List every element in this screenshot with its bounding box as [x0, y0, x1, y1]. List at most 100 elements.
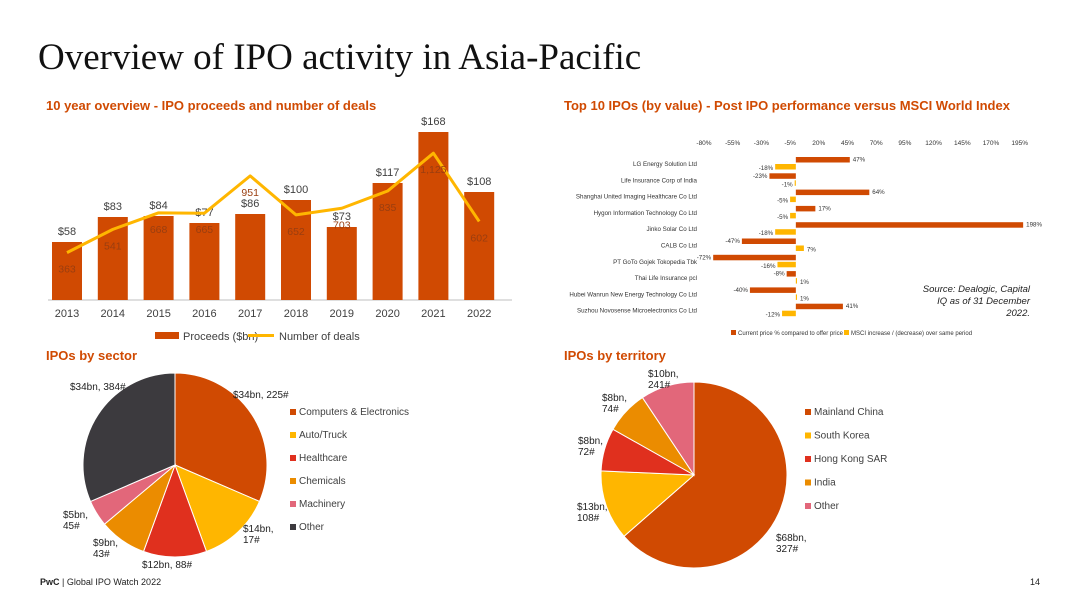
sector-legend-label-3: Chemicals	[299, 476, 346, 487]
legend-proceeds-label: Proceeds ($bn)	[183, 331, 258, 343]
deals-label-2020: 835	[379, 202, 397, 214]
footer: PwC | Global IPO Watch 2022	[40, 577, 162, 587]
sector-legend-label-2: Healthcare	[299, 453, 348, 464]
x-tick-10: 170%	[983, 140, 1000, 147]
current-price-label-8: -40%	[733, 287, 748, 294]
proceeds-label-2017: $86	[241, 198, 259, 210]
x-tick-9: 145%	[954, 140, 971, 147]
sector-slice-5	[82, 372, 176, 503]
x-tick-8: 120%	[925, 140, 942, 147]
page-number: 14	[1030, 577, 1041, 587]
deals-label-2019: 703	[333, 219, 351, 231]
x-tick-0: -80%	[696, 140, 711, 147]
territory-legend-swatch-0	[805, 409, 811, 415]
territory-legend-label-1: South Korea	[814, 431, 870, 442]
proceeds-bar-2020	[372, 183, 403, 300]
territory-label-2-line-0: $8bn,	[578, 436, 603, 447]
proceeds-bar-2016	[189, 223, 220, 300]
sector-label-1-line-0: $14bn,	[243, 524, 274, 535]
sector-legend-swatch-4	[290, 501, 296, 507]
sector-legend-swatch-3	[290, 478, 296, 484]
territory-label-4-line-0: $10bn,	[648, 369, 679, 380]
year-label-2018: 2018	[284, 308, 308, 320]
territory-label-3-line-0: $8bn,	[602, 393, 627, 404]
territory-label-1-line-1: 108#	[577, 513, 600, 524]
sector-label-5: $34bn, 384#	[70, 382, 126, 393]
msci-bar-5	[795, 245, 804, 251]
current-price-bar-4	[795, 222, 1024, 228]
msci-label-2: -5%	[777, 198, 789, 205]
msci-bar-6	[777, 261, 796, 268]
proceeds-label-2015: $84	[149, 200, 167, 212]
company-label-8: Hubei Wanrun New Energy Technology Co Lt…	[569, 291, 697, 298]
territory-chart-title: IPOs by territory	[564, 348, 666, 363]
year-label-2015: 2015	[146, 308, 170, 320]
territory-label-4-line-1: 241#	[648, 380, 671, 391]
deals-label-2022: 602	[470, 232, 488, 244]
current-price-bar-5	[741, 238, 796, 244]
sector-chart-title: IPOs by sector	[46, 348, 138, 363]
company-label-0: LG Energy Solution Ltd	[633, 161, 698, 168]
footer-brand: PwC	[40, 577, 60, 587]
proceeds-bar-2021	[418, 132, 449, 300]
deals-label-2015: 668	[150, 224, 168, 236]
proceeds-label-2022: $108	[467, 176, 491, 188]
current-price-label-3: 17%	[818, 205, 831, 212]
sector-legend-swatch-1	[290, 432, 296, 438]
proceeds-label-2021: $168	[421, 116, 445, 128]
proceeds-bar-2019	[326, 227, 357, 300]
territory-legend-label-2: Hong Kong SAR	[814, 454, 887, 465]
proceeds-label-2019: $73	[333, 211, 351, 223]
msci-bar-8	[795, 294, 797, 300]
year-label-2019: 2019	[330, 308, 354, 320]
current-price-label-5: -47%	[725, 238, 740, 245]
msci-label-4: -18%	[759, 230, 774, 237]
territory-label-2-line-1: 72#	[578, 447, 595, 458]
page-title: Overview of IPO activity in Asia-Pacific	[38, 37, 642, 78]
year-label-2017: 2017	[238, 308, 262, 320]
sector-legend-label-1: Auto/Truck	[299, 430, 348, 441]
msci-bar-1	[794, 180, 796, 186]
current-price-bar-3	[795, 205, 816, 212]
x-tick-11: 195%	[1011, 140, 1028, 147]
territory-legend-label-3: India	[814, 478, 836, 489]
current-price-bar-9	[795, 303, 843, 310]
source-note: Source: Dealogic, Capital IQ as of 31 De…	[922, 284, 1030, 319]
current-price-label-9: 41%	[846, 303, 859, 310]
sector-label-3-line-0: $9bn,	[93, 538, 118, 549]
territory-label-0-line-0: $68bn,	[776, 533, 807, 544]
x-tick-7: 95%	[898, 140, 911, 147]
msci-bar-2	[790, 196, 796, 203]
deals-label-2013: 363	[58, 264, 76, 276]
current-price-label-4: 198%	[1026, 222, 1042, 229]
sector-legend-label-5: Other	[299, 522, 325, 533]
current-price-label-7: -8%	[774, 271, 786, 278]
sector-legend-swatch-2	[290, 455, 296, 461]
footer-text: Global IPO Watch 2022	[66, 577, 162, 587]
current-price-bar-7	[786, 271, 796, 277]
current-price-label-1: -23%	[753, 173, 768, 180]
msci-label-6: -16%	[761, 263, 776, 270]
msci-bar-0	[775, 164, 796, 170]
msci-label-0: -18%	[759, 165, 774, 172]
legend-msci-label: MSCI increase / (decrease) over same per…	[851, 331, 972, 337]
deals-line	[66, 151, 481, 254]
current-price-bar-1	[769, 173, 796, 179]
territory-legend-swatch-2	[805, 456, 811, 462]
x-tick-6: 70%	[870, 140, 883, 147]
top10-chart-title: Top 10 IPOs (by value) - Post IPO perfor…	[564, 98, 1010, 113]
msci-bar-3	[790, 212, 796, 219]
deals-label-2021: 1,125	[420, 164, 446, 176]
proceeds-label-2018: $100	[284, 184, 308, 196]
sector-label-4-line-0: $5bn,	[63, 510, 88, 521]
proceeds-bar-2022	[464, 192, 495, 300]
territory-slice-1	[600, 470, 696, 537]
x-tick-1: -55%	[725, 140, 740, 147]
territory-legend-label-4: Other	[814, 501, 840, 512]
msci-label-7: 1%	[800, 279, 809, 286]
company-label-4: Jinko Solar Co Ltd	[646, 226, 697, 233]
legend-current-label: Current price % compared to offer price	[738, 331, 844, 337]
current-price-bar-2	[795, 189, 870, 196]
company-label-5: CALB Co Ltd	[661, 243, 698, 250]
